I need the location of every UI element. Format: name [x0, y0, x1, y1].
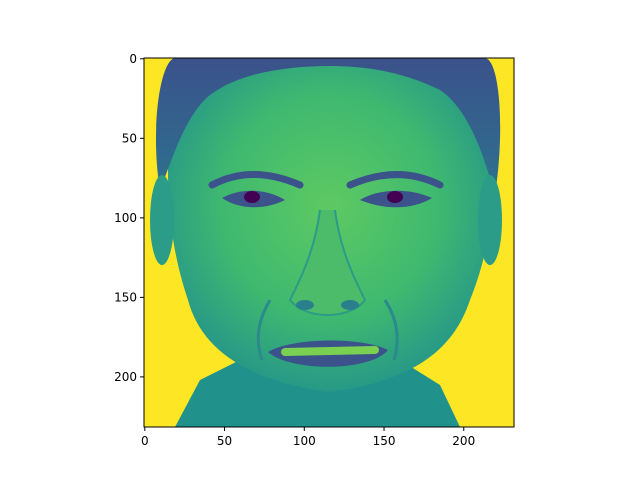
- left-ear: [150, 175, 174, 265]
- y-tick-label: 150: [114, 290, 137, 304]
- y-tick-label: 200: [114, 370, 137, 384]
- y-tick-label: 0: [129, 52, 137, 66]
- y-tick-label: 100: [114, 211, 137, 225]
- x-tick-label: 0: [141, 434, 149, 448]
- right-brow: [346, 171, 444, 189]
- left-nostril: [296, 300, 314, 310]
- y-tick-label: 50: [122, 131, 137, 145]
- nose: [288, 209, 367, 316]
- face-image: [144, 58, 514, 427]
- left-brow: [208, 171, 304, 189]
- y-axis: 0 50 100 150 200: [114, 52, 144, 384]
- x-tick-label: 100: [293, 434, 316, 448]
- x-tick-label: 200: [452, 434, 475, 448]
- right-pupil: [387, 191, 403, 203]
- hair-region: [155, 58, 501, 195]
- x-tick-label: 150: [373, 434, 396, 448]
- axes-frame: [143, 57, 515, 428]
- left-pupil: [244, 191, 260, 203]
- x-axis: 0 50 100 150 200: [141, 427, 475, 448]
- left-fold: [256, 299, 272, 361]
- right-fold: [383, 299, 399, 361]
- x-tick-label: 50: [217, 434, 232, 448]
- teeth: [281, 346, 379, 356]
- right-nostril: [341, 300, 359, 310]
- right-ear: [478, 175, 502, 265]
